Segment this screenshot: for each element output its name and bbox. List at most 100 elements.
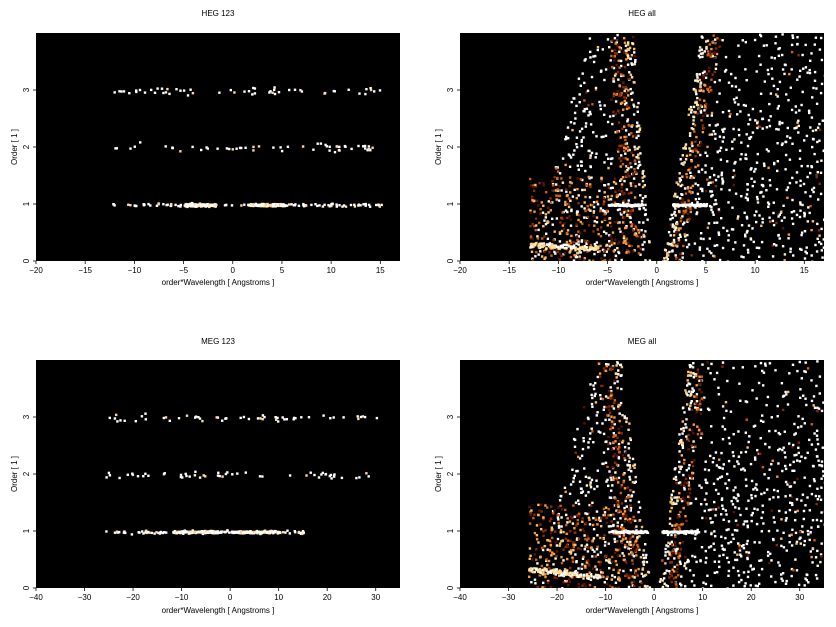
heatmap-pixel [791,142,794,145]
heatmap-pixel [630,132,633,135]
heatmap-pixel [766,68,770,72]
heatmap-pixel [572,246,575,249]
x-tick-label: −10 [552,266,566,275]
heatmap-pixel [116,420,119,423]
heatmap-pixel [682,163,685,166]
heatmap-pixel [718,135,722,138]
heatmap-pixel [699,187,702,190]
heatmap-pixel [625,91,628,95]
heatmap-pixel [688,217,691,220]
heatmap-pixel [678,481,682,484]
heatmap-pixel [800,233,803,237]
heatmap-pixel [781,579,784,582]
heatmap-pixel [577,240,580,243]
heatmap-pixel [686,558,690,562]
heatmap-pixel [359,415,363,419]
heatmap-pixel [692,149,696,152]
heatmap-pixel [622,512,625,516]
heatmap-pixel [665,569,668,572]
heatmap-pixel [625,514,628,517]
heatmap-pixel [698,56,702,59]
heatmap-pixel [744,68,747,71]
heatmap-pixel [169,204,172,208]
heatmap-pixel [625,210,628,213]
heatmap-pixel [573,571,577,575]
heatmap-pixel [640,581,643,585]
heatmap-pixel [737,215,740,218]
heatmap-pixel [610,204,614,207]
heatmap-pixel [588,503,591,507]
heatmap-pixel [619,486,623,489]
heatmap-pixel [753,170,756,173]
heatmap-pixel [738,88,741,92]
heatmap-pixel [746,229,749,233]
heatmap-pixel [596,203,600,206]
heatmap-pixel [761,221,764,224]
heatmap-pixel [611,39,614,42]
heatmap-pixel [631,135,635,138]
heatmap-pixel [665,544,668,547]
heatmap-pixel [578,258,581,261]
heatmap-pixel [681,252,684,255]
heatmap-pixel [770,509,773,512]
heatmap-pixel [575,146,579,149]
heatmap-pixel [536,568,539,572]
heatmap-pixel [594,401,598,404]
heatmap-pixel [563,252,566,255]
heatmap-pixel [724,55,728,59]
heatmap-pixel [552,239,555,242]
heatmap-pixel [718,458,721,461]
heatmap-pixel [707,546,711,549]
heatmap-pixel [658,580,662,583]
heatmap-pixel [619,159,623,163]
heatmap-pixel [790,567,794,571]
heatmap-pixel [375,203,378,207]
heatmap-pixel [556,570,560,573]
heatmap-pixel [584,125,587,128]
heatmap-pixel [579,251,582,254]
heatmap-pixel [230,204,234,207]
heatmap-pixel [767,202,771,206]
heatmap-pixel [704,76,708,79]
heatmap-pixel [758,255,761,258]
heatmap-pixel [803,539,806,543]
heatmap-pixel [571,128,574,132]
heatmap-pixel [638,235,641,238]
heatmap-pixel [676,222,679,226]
heatmap-pixel [568,176,572,179]
heatmap-pixel [698,375,701,378]
heatmap-pixel [754,584,758,587]
heatmap-pixel [665,531,668,534]
heatmap-pixel [378,205,381,208]
heatmap-pixel [612,250,616,253]
heatmap-pixel [805,403,808,407]
heatmap-pixel [644,573,648,577]
heatmap-pixel [632,543,635,546]
heatmap-pixel [539,571,542,574]
heatmap-pixel [796,509,799,513]
heatmap-pixel [631,91,634,94]
heatmap-pixel [746,248,750,252]
heatmap-pixel [781,245,785,248]
heatmap-pixel [583,534,586,537]
heatmap-pixel [768,124,772,128]
heatmap-pixel [537,244,540,247]
heatmap-pixel [367,145,371,148]
heatmap-pixel [673,241,676,244]
heatmap-pixel [810,165,814,169]
heatmap-pixel [564,200,567,204]
heatmap-pixel [618,419,621,423]
heatmap-pixel [777,561,780,564]
heatmap-pixel [608,234,611,237]
heatmap-pixel [307,416,311,419]
heatmap-pixel [211,204,214,207]
heatmap-pixel [818,464,821,467]
heatmap-pixel [595,548,599,551]
heatmap-pixel [707,66,710,70]
heatmap-pixel [706,87,709,91]
heatmap-pixel [727,574,730,577]
heatmap-pixel [542,225,545,228]
heatmap-pixel [542,534,545,537]
heatmap-pixel [622,241,625,244]
heatmap-pixel [625,251,628,254]
